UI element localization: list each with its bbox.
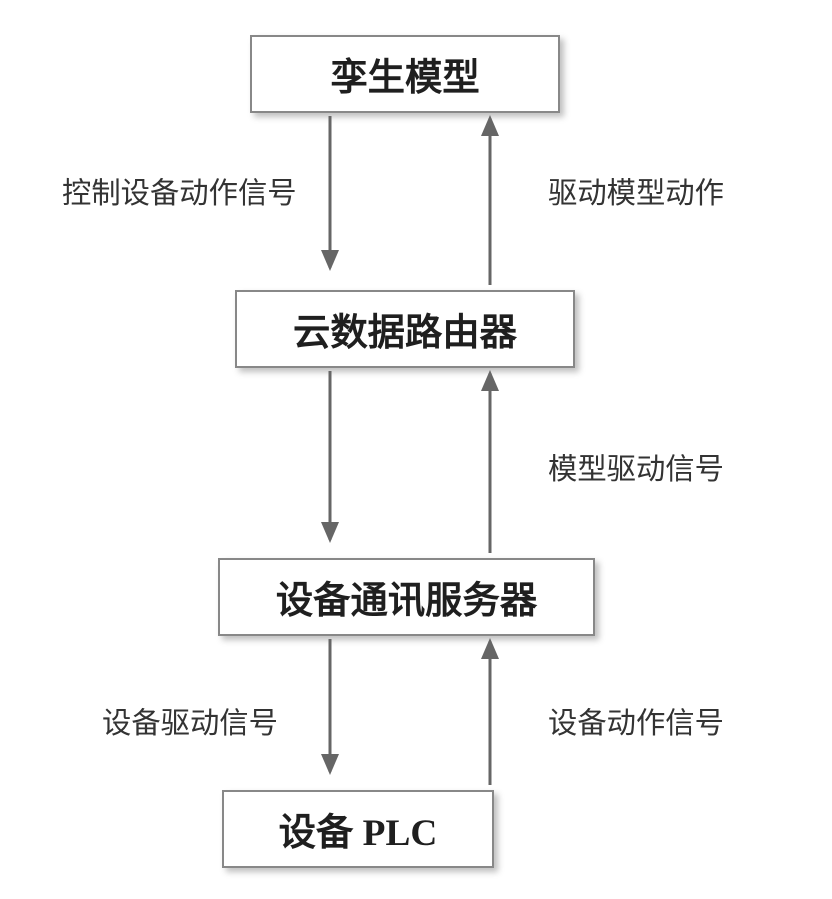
flow-node-label: 云数据路由器	[293, 302, 517, 356]
flow-node-cloud-router: 云数据路由器	[235, 290, 575, 368]
edge-label-device-action-signal: 设备动作信号	[548, 700, 724, 742]
flow-node-twin-model: 孪生模型	[250, 35, 560, 113]
flow-node-label: 孪生模型	[330, 47, 479, 101]
flow-node-comm-server: 设备通讯服务器	[218, 558, 595, 636]
flow-node-label: 设备 PLC	[279, 802, 438, 856]
edge-label-device-drive-signal: 设备驱动信号	[102, 700, 278, 742]
flow-node-label: 设备通讯服务器	[276, 570, 537, 624]
edge-label-drive-model: 驱动模型动作	[548, 170, 724, 212]
edge-label-model-drive-signal: 模型驱动信号	[548, 446, 724, 488]
edge-label-control-signal: 控制设备动作信号	[62, 170, 297, 212]
flow-node-plc: 设备 PLC	[222, 790, 494, 868]
